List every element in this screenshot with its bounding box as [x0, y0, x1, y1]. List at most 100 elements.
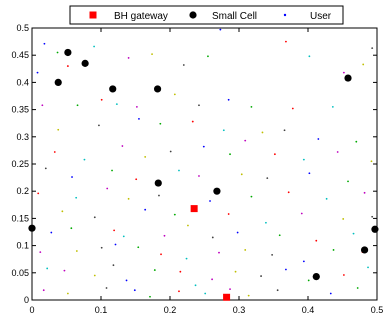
user-point	[100, 246, 103, 249]
user-point	[371, 47, 374, 50]
user-point	[173, 213, 176, 216]
user-point	[209, 200, 211, 202]
user-point	[325, 197, 328, 200]
user-point	[291, 107, 294, 110]
user-point	[93, 45, 95, 48]
user-point	[261, 131, 264, 134]
user-point	[194, 284, 197, 287]
x-tick-label: 0.1	[95, 305, 108, 315]
user-point	[363, 191, 366, 194]
user-point	[285, 40, 287, 43]
user-point	[163, 234, 166, 237]
user-point	[187, 224, 189, 227]
user-point	[222, 129, 225, 132]
user-point	[151, 53, 153, 56]
small-cell-point	[371, 225, 379, 233]
bh-gateway-point	[190, 205, 198, 213]
user-point	[211, 278, 213, 281]
user-point	[114, 243, 117, 246]
user-point	[204, 292, 207, 295]
small-cell-point	[64, 48, 72, 57]
y-tick-label: 0.1	[16, 241, 29, 251]
user-point	[250, 195, 253, 198]
user-point	[236, 231, 239, 234]
user-point	[229, 153, 231, 156]
user-point	[133, 289, 136, 292]
user-point	[93, 274, 96, 277]
user-point	[307, 279, 310, 282]
user-point	[46, 267, 49, 270]
legend-small-cell-label: Small Cell	[212, 11, 257, 22]
legend-box	[69, 5, 344, 25]
legend-user-label: User	[310, 11, 332, 22]
user-points	[36, 28, 374, 298]
small-cell-point	[54, 78, 62, 86]
user-point	[61, 210, 64, 213]
plot-frame	[31, 27, 378, 301]
user-point	[302, 260, 305, 263]
user-point	[218, 251, 220, 254]
user-point	[331, 105, 334, 108]
user-point	[160, 253, 162, 256]
x-tick-label: 0.2	[164, 305, 177, 315]
user-point	[266, 177, 269, 180]
user-point	[39, 251, 42, 254]
small-cell-points	[28, 48, 379, 281]
user-point	[37, 192, 40, 195]
user-point	[244, 249, 247, 251]
small-cell-point	[344, 74, 352, 82]
user-point	[144, 156, 147, 158]
user-point	[229, 288, 231, 291]
user-point	[169, 150, 172, 153]
user-point	[244, 139, 247, 142]
axes: 0 0.1 0.2 0.3 0.4 0.5 0 0.05 0.1 0.15 0.2 0.25 0.3 0.…	[11, 23, 383, 315]
user-point	[240, 173, 243, 176]
user-point	[144, 208, 147, 211]
user-point	[191, 120, 194, 123]
user-point	[352, 232, 355, 235]
user-point	[42, 289, 45, 292]
legend-bh-gateway-marker	[89, 11, 97, 19]
user-point	[71, 176, 73, 178]
small-cell-point	[360, 246, 369, 254]
user-point	[179, 270, 182, 273]
user-point	[149, 295, 151, 298]
user-point	[342, 274, 345, 276]
user-point	[182, 64, 185, 66]
user-point	[355, 140, 358, 143]
user-point	[278, 234, 281, 237]
user-point	[219, 28, 222, 31]
user-point	[265, 221, 267, 224]
user-point	[207, 55, 209, 58]
user-point	[202, 145, 205, 148]
user-point	[234, 270, 237, 273]
user-point	[370, 160, 373, 163]
user-point	[158, 194, 160, 197]
small-cell-point	[81, 59, 89, 67]
legend-user-marker	[283, 13, 287, 17]
user-point	[75, 250, 78, 252]
user-point	[342, 71, 345, 74]
small-cell-point	[154, 179, 162, 187]
user-point	[50, 231, 53, 234]
user-point	[63, 269, 66, 272]
user-point	[362, 63, 365, 66]
user-point	[300, 212, 303, 215]
user-point	[153, 269, 156, 271]
y-tick-label: 0	[24, 295, 29, 305]
x-tick-label: 0.4	[302, 305, 315, 315]
user-point	[112, 264, 115, 267]
bh-gateway-points	[190, 205, 231, 301]
x-tick-label: 0.5	[371, 305, 384, 315]
user-point	[66, 292, 69, 295]
user-point	[211, 236, 214, 239]
user-point	[302, 158, 305, 161]
small-cell-point	[109, 85, 117, 93]
user-point	[173, 93, 176, 96]
y-tick-label: 0.05	[11, 268, 29, 278]
user-point	[227, 98, 230, 101]
user-point	[332, 249, 335, 251]
user-point	[127, 57, 130, 59]
user-point	[66, 65, 69, 67]
